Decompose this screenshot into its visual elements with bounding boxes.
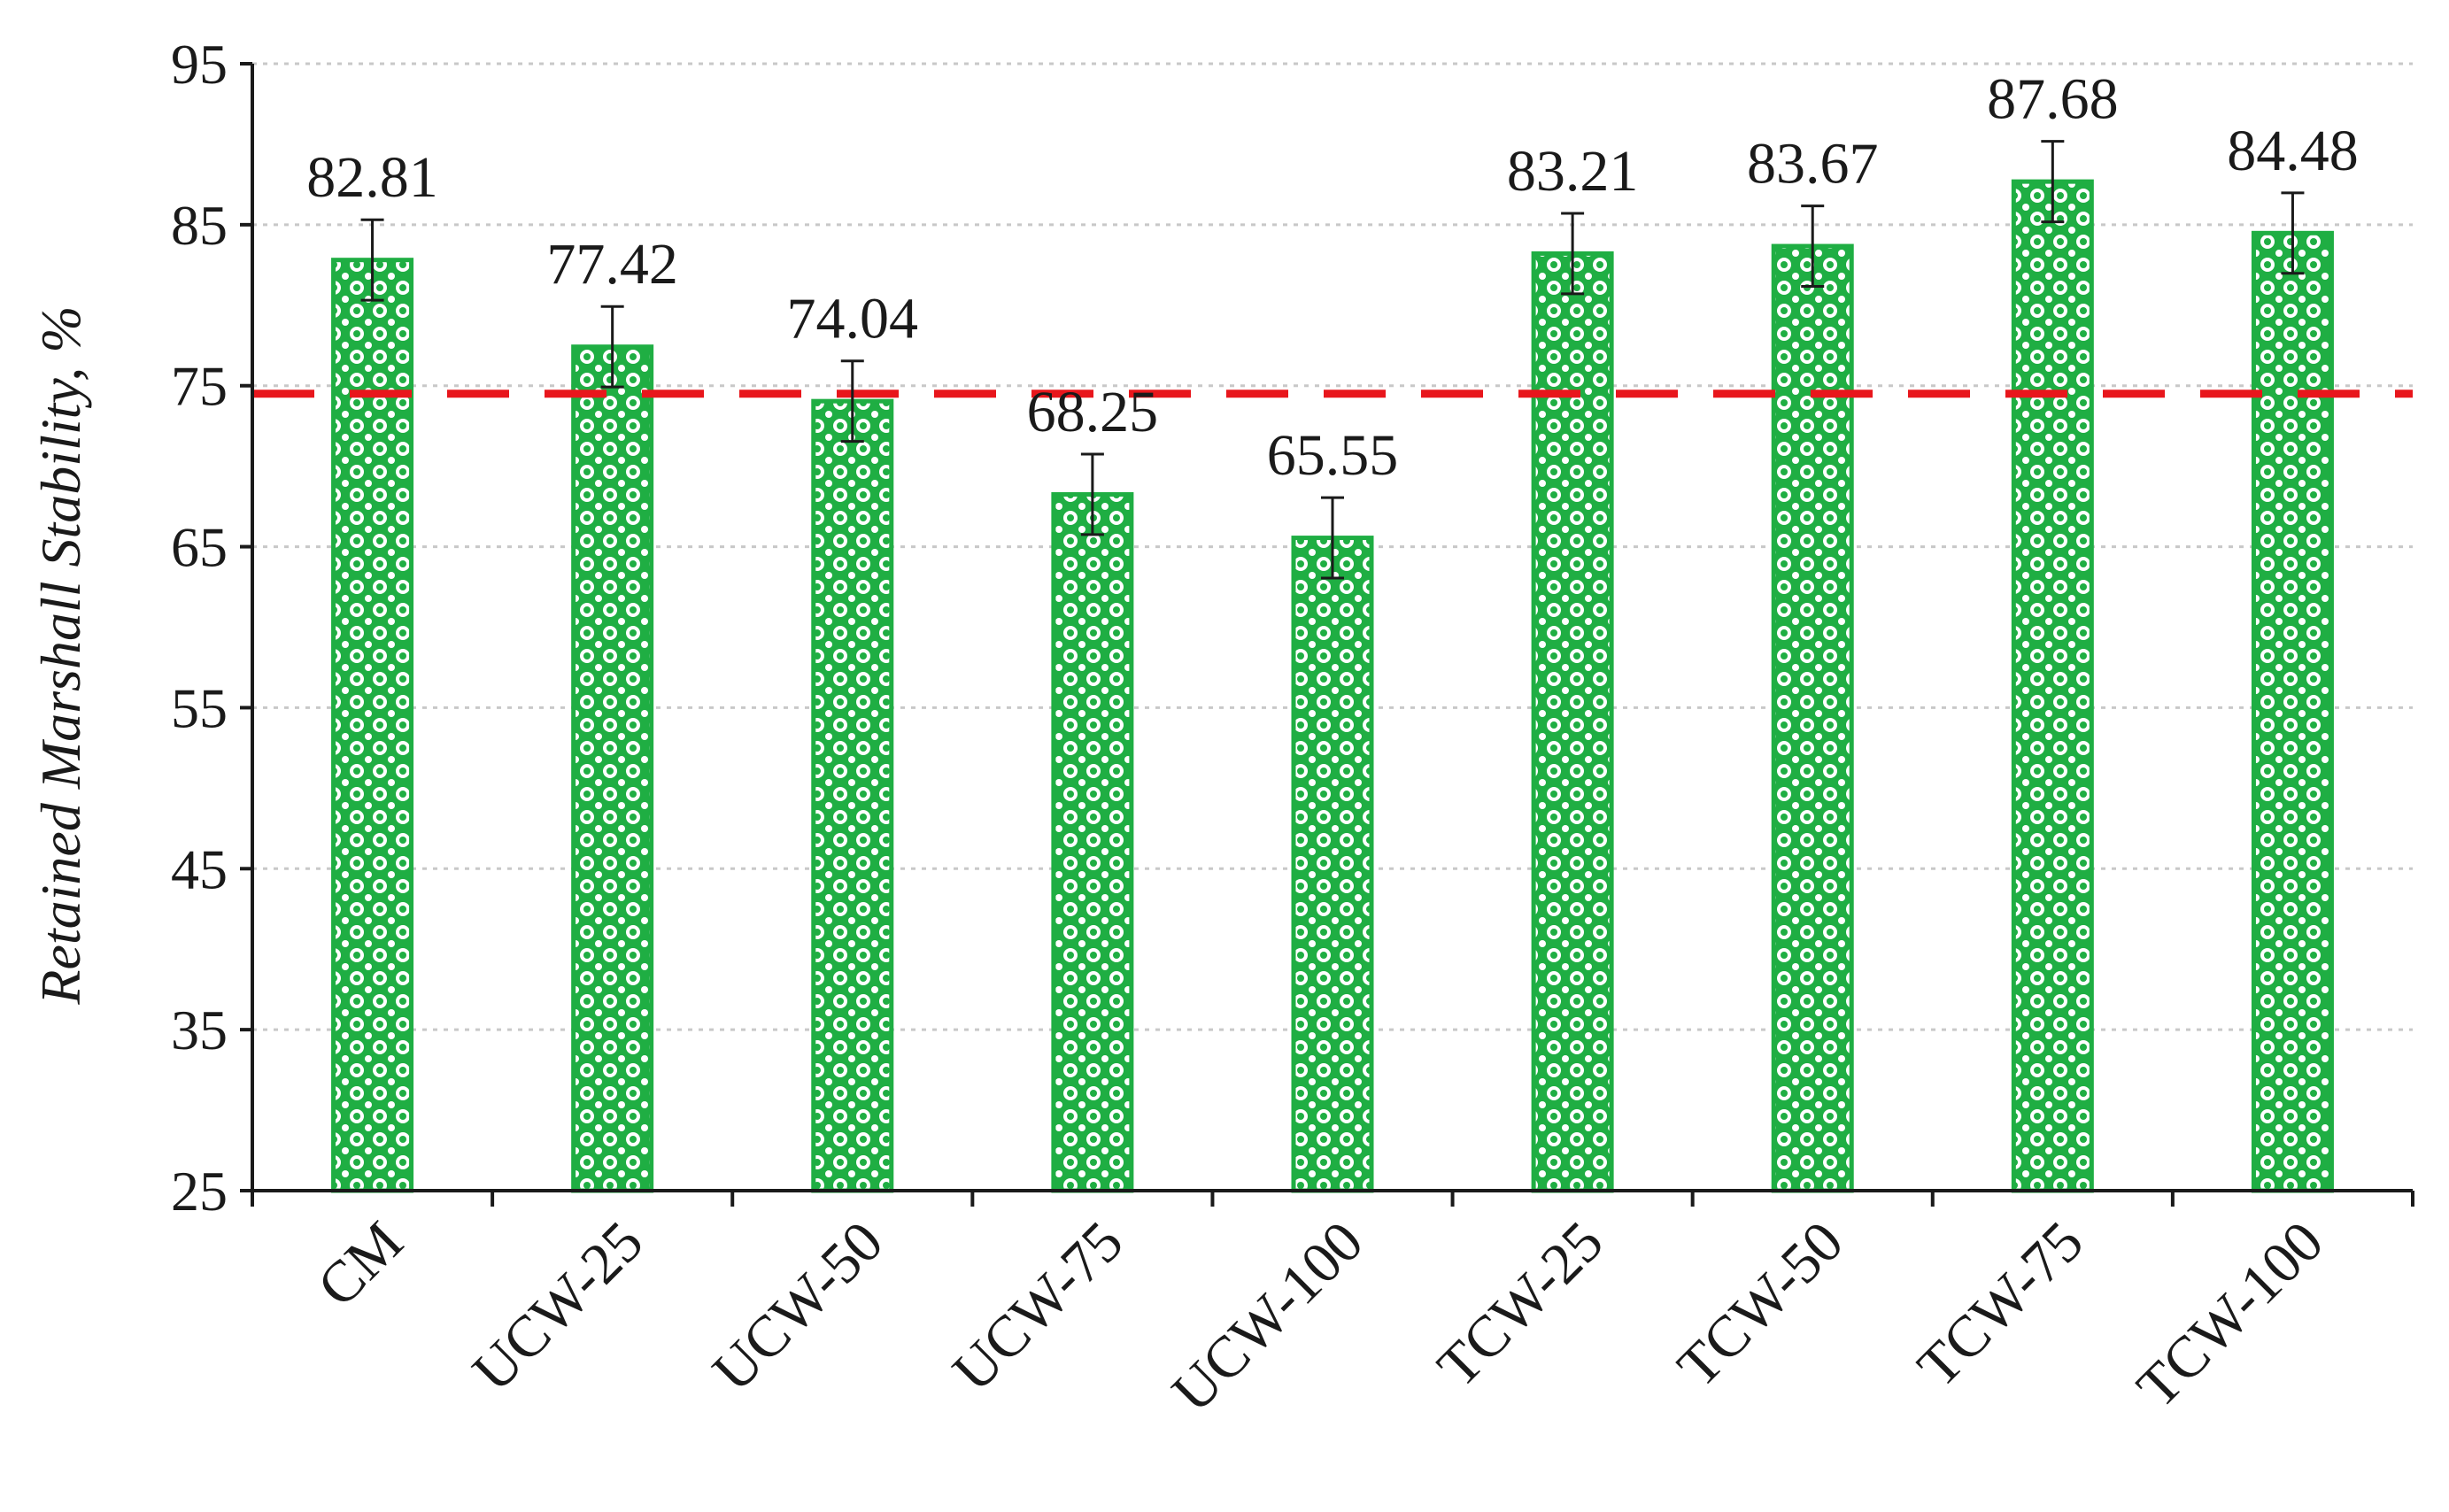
x-tick-label: TCW-25 — [1425, 1209, 1616, 1400]
bar — [1771, 243, 1854, 1193]
x-tick-label: TCW-50 — [1665, 1209, 1856, 1400]
data-label: 68.25 — [1027, 380, 1159, 444]
bar — [331, 258, 414, 1193]
bar — [811, 398, 894, 1193]
x-tick-label: UCW-50 — [700, 1209, 895, 1404]
bar — [1051, 491, 1134, 1193]
y-tick-label: 95 — [171, 33, 228, 96]
data-label: 74.04 — [787, 287, 919, 351]
error-bars — [360, 140, 2305, 580]
data-label: 77.42 — [546, 232, 678, 297]
y-tick-label: 45 — [171, 837, 228, 900]
y-tick-label: 25 — [171, 1160, 228, 1223]
x-tick-label: UCW-100 — [1160, 1209, 1375, 1424]
bar — [1291, 536, 1374, 1193]
data-label: 83.21 — [1507, 139, 1639, 204]
x-tick-label: TCW-100 — [2125, 1209, 2336, 1420]
data-label: 82.81 — [306, 145, 438, 210]
bar — [2251, 230, 2334, 1193]
axes — [240, 62, 2414, 1207]
y-tick-label: 65 — [171, 516, 228, 579]
data-label: 83.67 — [1747, 132, 1879, 197]
bar — [2011, 179, 2094, 1193]
bars — [331, 179, 2334, 1193]
x-tick-label: UCW-25 — [460, 1209, 655, 1404]
y-axis-title: Retained Marshall Stability, % — [29, 305, 92, 1005]
bar — [1531, 251, 1614, 1193]
data-label: 84.48 — [2227, 119, 2359, 183]
x-tick-label: TCW-75 — [1905, 1209, 2096, 1400]
x-tick-label: UCW-75 — [940, 1209, 1135, 1404]
y-tick-label: 35 — [171, 999, 228, 1061]
y-tick-label: 75 — [171, 355, 228, 418]
data-label: 87.68 — [1987, 67, 2119, 132]
data-label: 65.55 — [1267, 423, 1399, 488]
y-tick-label: 55 — [171, 676, 228, 739]
bar — [571, 344, 654, 1193]
y-tick-label: 85 — [171, 194, 228, 257]
x-tick-label: CM — [305, 1209, 415, 1319]
